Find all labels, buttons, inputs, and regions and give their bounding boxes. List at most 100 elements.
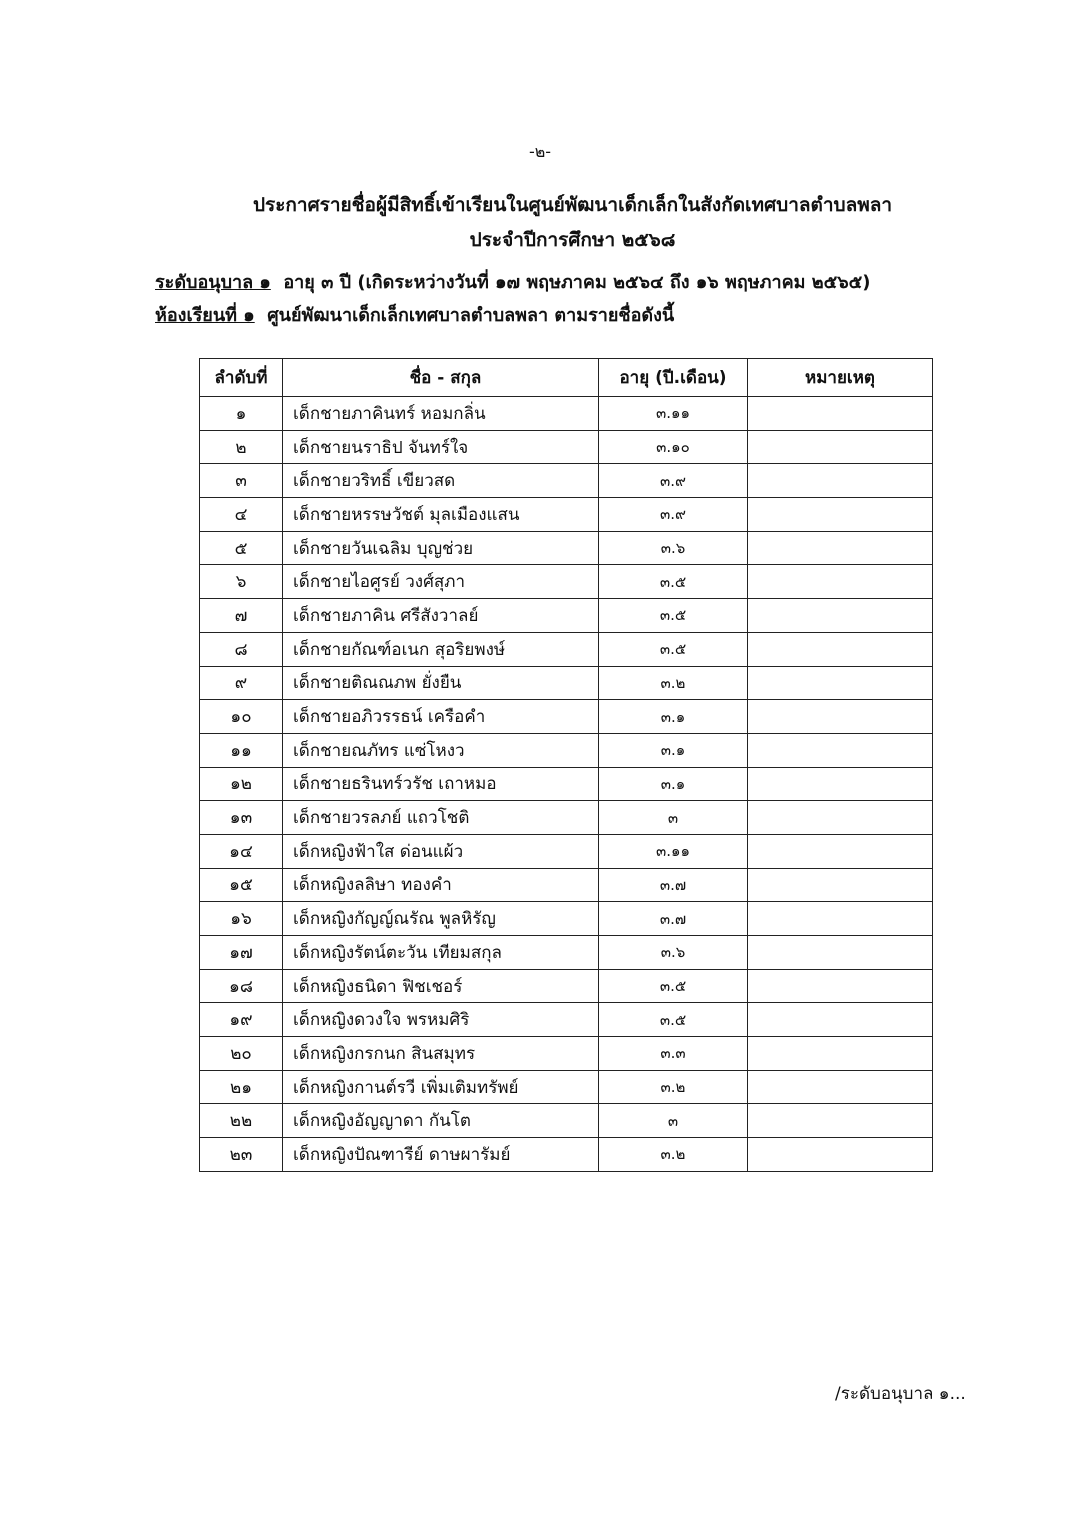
header-name: ชื่อ - สกุล xyxy=(282,358,599,397)
cell-number: ๑๐ xyxy=(199,699,283,734)
cell-name: เด็กชายหรรษวัชต์ มุลเมืองแสน xyxy=(282,497,599,532)
table-row: ๓เด็กชายวริทธิ์ เขียวสด ๓.๙ xyxy=(199,463,933,499)
cell-name: เด็กชายนราธิป จันทร์ใจ xyxy=(282,429,599,465)
cell-name: เด็กชายภาคิน ศรีสังวาลย์ xyxy=(282,598,599,633)
table-row: ๒๓ เด็กหญิงปัณฑารีย์ ดาษผารัมย์ ๓.๒ xyxy=(199,1137,933,1172)
cell-remark xyxy=(747,833,933,869)
cell-age: ๓.๑ xyxy=(598,732,748,768)
cell-number: ๑๘ xyxy=(199,968,283,1004)
table-row: ๑๓ เด็กชายวรลภย์ แถวโชติ๓ xyxy=(199,800,933,835)
table-header-row: ลำดับที่ ชื่อ - สกุล อายุ (ปี.เดือน) หมา… xyxy=(199,358,933,397)
continuation-note: /ระดับอนุบาล ๑... xyxy=(835,1384,966,1404)
table-row: ๑๑ เด็กชายณภัทร แซ่โหงว ๓.๑ xyxy=(199,732,933,768)
cell-age: ๓.๗ xyxy=(598,867,748,903)
cell-remark xyxy=(747,1002,933,1038)
table-row: ๕เด็กชายวันเฉลิม บุญช่วย ๓.๖ xyxy=(199,530,933,566)
cell-remark xyxy=(747,665,933,701)
cell-number: ๒๒ xyxy=(199,1103,283,1139)
cell-name: เด็กชายกัณฑ์อเนก สุอริยพงษ์ xyxy=(282,631,599,667)
table-row: ๑๙ เด็กหญิงดวงใจ พรหมศิริ ๓.๕ xyxy=(199,1002,933,1038)
cell-remark xyxy=(747,800,933,835)
cell-remark xyxy=(747,732,933,768)
cell-number: ๒ xyxy=(199,429,283,465)
room-text: ศูนย์พัฒนาเด็กเล็กเทศบาลตำบลพลา ตามรายชื… xyxy=(267,305,675,326)
cell-name: เด็กชายธรินทร์วรัช เถาหมอ xyxy=(282,766,599,802)
cell-age: ๓.๙ xyxy=(598,463,748,499)
cell-remark xyxy=(747,1069,933,1105)
cell-name: เด็กชายติณณภพ ยั่งยืน xyxy=(282,665,599,701)
cell-name: เด็กหญิงกรกนก สินสมุทร xyxy=(282,1036,599,1071)
table-row: ๑๒ เด็กชายธรินทร์วรัช เถาหมอ ๓.๑ xyxy=(199,766,933,802)
cell-number: ๑๒ xyxy=(199,766,283,802)
student-table: ลำดับที่ ชื่อ - สกุล อายุ (ปี.เดือน) หมา… xyxy=(199,358,933,1172)
room-label: ห้องเรียนที่ ๑ xyxy=(155,305,255,326)
cell-number: ๒๑ xyxy=(199,1069,283,1105)
cell-age: ๓.๑ xyxy=(598,766,748,802)
cell-remark xyxy=(747,766,933,802)
cell-remark xyxy=(747,631,933,667)
cell-number: ๔ xyxy=(199,497,283,532)
cell-number: ๑๕ xyxy=(199,867,283,903)
cell-name: เด็กหญิงอัญญาดา กันโต xyxy=(282,1103,599,1139)
cell-name: เด็กชายวรลภย์ แถวโชติ xyxy=(282,800,599,835)
cell-number: ๑ xyxy=(199,396,283,431)
cell-name: เด็กชายภาคินทร์ หอมกลิ่น xyxy=(282,396,599,431)
level-text: อายุ ๓ ปี (เกิดระหว่างวันที่ ๑๗ พฤษภาคม … xyxy=(283,272,871,293)
cell-remark xyxy=(747,396,933,431)
cell-age: ๓.๓ xyxy=(598,1036,748,1071)
table-row: ๑๐ เด็กชายอภิวรรธน์ เครือคำ ๓.๑ xyxy=(199,699,933,734)
cell-remark xyxy=(747,1036,933,1071)
header-number: ลำดับที่ xyxy=(199,358,283,397)
header-remark: หมายเหตุ xyxy=(747,358,933,397)
table-row: ๒๐ เด็กหญิงกรกนก สินสมุทร ๓.๓ xyxy=(199,1036,933,1071)
cell-number: ๓ xyxy=(199,463,283,499)
cell-age: ๓.๑๑ xyxy=(598,396,748,431)
cell-remark xyxy=(747,968,933,1004)
table-row: ๑๘ เด็กหญิงธนิดา ฟิชเชอร์ ๓.๕ xyxy=(199,968,933,1004)
cell-name: เด็กชายอภิวรรธน์ เครือคำ xyxy=(282,699,599,734)
table-row: ๑๔ เด็กหญิงฟ้าใส ด่อนแผ้ว ๓.๑๑ xyxy=(199,833,933,869)
table-row: ๒เด็กชายนราธิป จันทร์ใจ ๓.๑๐ xyxy=(199,429,933,465)
cell-remark xyxy=(747,463,933,499)
table-row: ๙เด็กชายติณณภพ ยั่งยืน ๓.๒ xyxy=(199,665,933,701)
cell-number: ๖ xyxy=(199,564,283,600)
cell-number: ๒๐ xyxy=(199,1036,283,1071)
cell-age: ๓ xyxy=(598,1103,748,1139)
cell-age: ๓.๒ xyxy=(598,665,748,701)
cell-number: ๑๓ xyxy=(199,800,283,835)
cell-name: เด็กชายวันเฉลิม บุญช่วย xyxy=(282,530,599,566)
cell-number: ๕ xyxy=(199,530,283,566)
cell-remark xyxy=(747,1137,933,1172)
cell-remark xyxy=(747,497,933,532)
table-row: ๑๖ เด็กหญิงกัญญ์ณรัณ พูลหิรัญ ๓.๗ xyxy=(199,901,933,936)
cell-remark xyxy=(747,867,933,903)
cell-remark xyxy=(747,935,933,970)
cell-number: ๘ xyxy=(199,631,283,667)
table-row: ๔เด็กชายหรรษวัชต์ มุลเมืองแสน ๓.๙ xyxy=(199,497,933,532)
cell-age: ๓.๑ xyxy=(598,699,748,734)
cell-name: เด็กหญิงกัญญ์ณรัณ พูลหิรัญ xyxy=(282,901,599,936)
page-number: -๒- xyxy=(528,142,552,161)
cell-age: ๓.๕ xyxy=(598,564,748,600)
cell-age: ๓.๕ xyxy=(598,1002,748,1038)
cell-age: ๓.๖ xyxy=(598,530,748,566)
cell-number: ๙ xyxy=(199,665,283,701)
cell-name: เด็กหญิงปัณฑารีย์ ดาษผารัมย์ xyxy=(282,1137,599,1172)
cell-name: เด็กหญิงธนิดา ฟิชเชอร์ xyxy=(282,968,599,1004)
cell-remark xyxy=(747,564,933,600)
cell-name: เด็กหญิงลลิษา ทองคำ xyxy=(282,867,599,903)
cell-age: ๓.๖ xyxy=(598,935,748,970)
cell-name: เด็กชายณภัทร แซ่โหงว xyxy=(282,732,599,768)
table-row: ๑เด็กชายภาคินทร์ หอมกลิ่น ๓.๑๑ xyxy=(199,396,933,431)
cell-age: ๓.๒ xyxy=(598,1137,748,1172)
cell-number: ๑๑ xyxy=(199,732,283,768)
cell-age: ๓.๑๐ xyxy=(598,429,748,465)
cell-age: ๓ xyxy=(598,800,748,835)
cell-age: ๓.๙ xyxy=(598,497,748,532)
room-line: ห้องเรียนที่ ๑ ศูนย์พัฒนาเด็กเล็กเทศบาลต… xyxy=(155,300,674,329)
cell-age: ๓.๕ xyxy=(598,968,748,1004)
cell-remark xyxy=(747,598,933,633)
cell-number: ๑๖ xyxy=(199,901,283,936)
cell-age: ๓.๒ xyxy=(598,1069,748,1105)
cell-number: ๑๙ xyxy=(199,1002,283,1038)
